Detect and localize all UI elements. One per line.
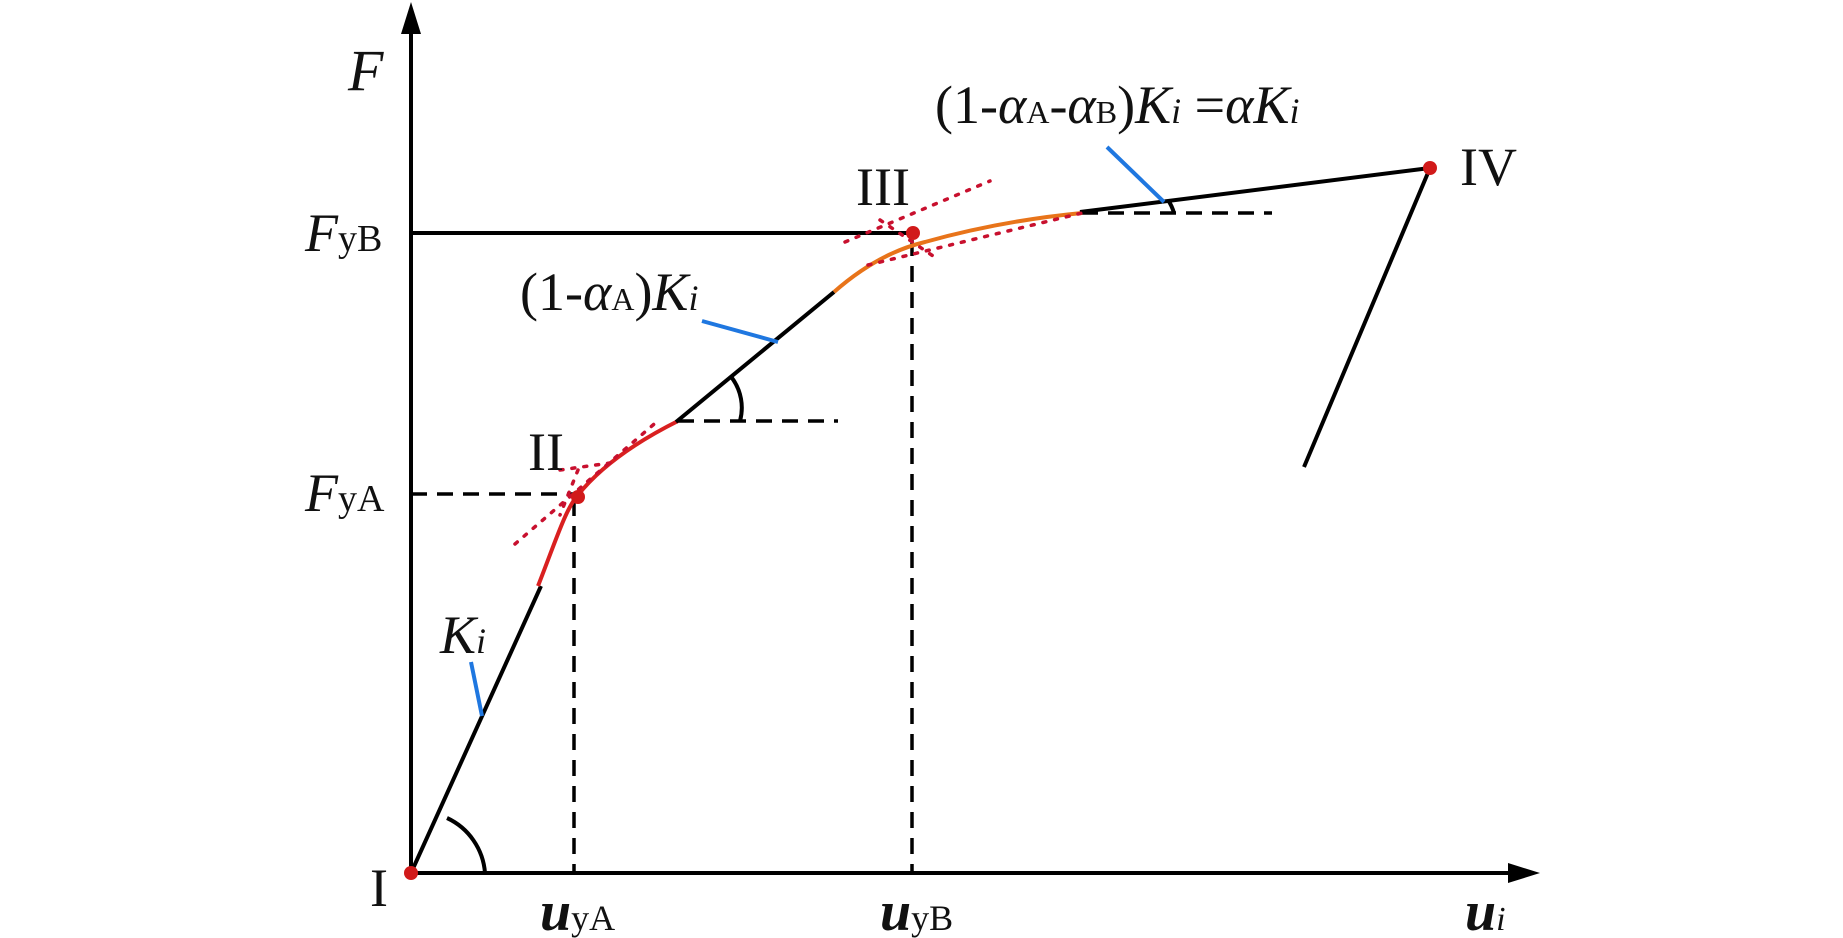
k3-eq: = xyxy=(1181,75,1225,135)
k3-alpha2: α xyxy=(1067,75,1097,135)
k2-close: ) xyxy=(634,262,652,322)
k3-close: ) xyxy=(1117,75,1135,135)
point-i-label: I xyxy=(370,858,388,918)
fyb-main: F xyxy=(304,203,339,263)
y-axis-label: F xyxy=(347,38,384,103)
uyb-sub: yB xyxy=(911,898,953,938)
k1-label: Ki xyxy=(439,605,486,665)
x-axis-arrow xyxy=(1508,863,1540,883)
point-iii-label: III xyxy=(856,157,910,217)
reference-lines xyxy=(411,211,1272,873)
k3-K2-sub: i xyxy=(1290,91,1300,131)
k3-dash: - xyxy=(1049,75,1067,135)
k3-alpha2-sub: B xyxy=(1096,94,1117,130)
fyb-sub: yB xyxy=(338,218,382,260)
leader-k3 xyxy=(1105,145,1166,204)
hardening-segment xyxy=(1079,166,1431,214)
k3-label: (1-αA-αB)Ki =αKi xyxy=(935,75,1300,135)
point-iv-marker xyxy=(1423,161,1437,175)
tangent-lines xyxy=(513,179,1084,546)
tangent-at-iii-b xyxy=(866,211,1084,267)
y-axis-arrow xyxy=(401,2,421,34)
x-axis-label: ui xyxy=(1465,881,1506,938)
leader-k2 xyxy=(701,319,779,344)
force-displacement-curve xyxy=(409,166,1432,874)
k2-label: (1-αA)Ki xyxy=(520,262,698,322)
k3-K-sub: i xyxy=(1171,91,1181,131)
k2-K: K xyxy=(651,262,691,322)
fyb-label: FyB xyxy=(304,203,382,263)
tangent-at-ii-a xyxy=(513,417,662,546)
k3-prefix: (1- xyxy=(935,75,998,135)
k3-alpha3: α xyxy=(1225,75,1255,135)
tangent-at-ii-steep xyxy=(558,461,612,472)
elastic-segment xyxy=(409,585,543,874)
leader-lines xyxy=(469,145,1166,717)
fya-label: FyA xyxy=(304,463,385,523)
k2-alpha-sub: A xyxy=(611,281,634,317)
point-iv-label: IV xyxy=(1460,137,1517,197)
post-yield-segment xyxy=(674,290,836,424)
point-ii-label: II xyxy=(528,422,564,482)
angle-arc-elastic xyxy=(446,816,487,874)
axes xyxy=(401,2,1540,883)
key-points xyxy=(404,161,1437,880)
k1-sub: i xyxy=(476,621,486,661)
k3-K2: K xyxy=(1252,75,1292,135)
uyb-main: u xyxy=(880,881,911,938)
tangent-at-iii-c xyxy=(878,218,938,260)
uya-sub: yA xyxy=(571,898,615,938)
x-axis-sub: i xyxy=(1496,901,1505,938)
leader-k1 xyxy=(469,661,484,717)
softening-segment xyxy=(1302,167,1432,468)
k2-K-sub: i xyxy=(688,278,698,318)
uyb-label: uyB xyxy=(880,881,953,938)
k1-main: K xyxy=(439,605,479,665)
k3-alpha1-sub: A xyxy=(1026,94,1049,130)
point-iii-marker xyxy=(906,226,920,240)
uya-main: u xyxy=(540,881,571,938)
fya-main: F xyxy=(304,463,339,523)
tangent-at-ii-b xyxy=(558,468,580,517)
x-axis-main: u xyxy=(1465,881,1496,938)
angle-arcs xyxy=(446,198,1176,874)
k3-K: K xyxy=(1134,75,1174,135)
tangent-at-iii-a xyxy=(843,179,992,244)
uya-label: uyA xyxy=(540,881,615,938)
point-ii-marker xyxy=(571,490,585,504)
fya-sub: yA xyxy=(338,478,385,520)
angle-arc-post-yield xyxy=(730,376,744,422)
k3-alpha1: α xyxy=(998,75,1028,135)
k2-prefix: (1- xyxy=(520,262,583,322)
angle-arc-hardening xyxy=(1166,198,1176,214)
k2-alpha: α xyxy=(583,262,613,322)
transition-curve-b xyxy=(832,211,1083,294)
point-i-marker xyxy=(404,866,418,880)
